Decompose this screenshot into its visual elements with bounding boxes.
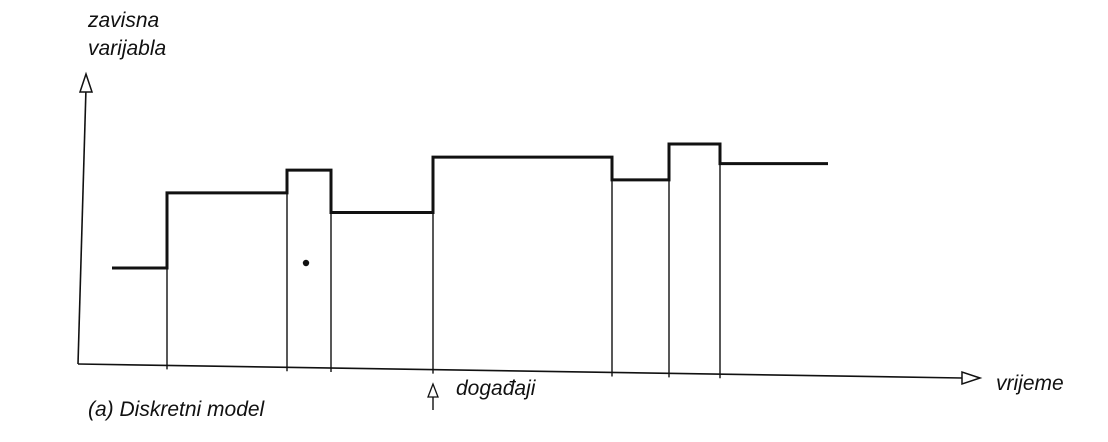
- step-function-line: [112, 142, 828, 270]
- dot-mark: [302, 259, 310, 267]
- x-axis-label: vrijeme: [996, 372, 1064, 395]
- diagram-caption: (a) Diskretni model: [88, 398, 265, 421]
- x-axis: [77, 363, 963, 379]
- x-axis-arrowhead: [961, 370, 983, 386]
- events-label: događaji: [456, 377, 536, 400]
- event-marker-arrowhead: [427, 382, 439, 398]
- y-axis-arrowhead: [78, 71, 94, 93]
- y-axis-label-line2: varijabla: [88, 37, 167, 60]
- y-axis-label-line1: zavisna: [88, 9, 160, 32]
- y-axis: [77, 87, 87, 365]
